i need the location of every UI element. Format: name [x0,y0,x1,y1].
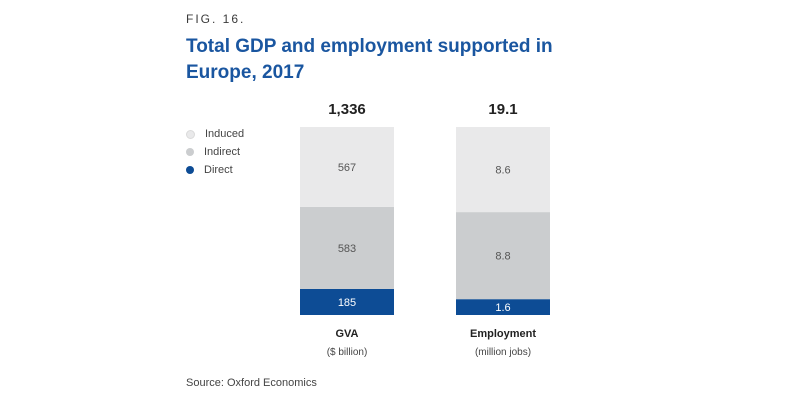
legend-label-induced: Induced [205,128,245,140]
bar-gva-indirect [300,206,394,289]
source-note: Source: Oxford Economics [186,377,317,389]
total-label-employment: 19.1 [488,101,517,118]
total-label-gva: 1,336 [328,101,366,118]
category-label-gva: GVA [335,328,358,340]
data-label-gva-direct: 185 [338,297,356,309]
data-label-employment-indirect: 8.8 [495,251,510,263]
legend-item-direct: Direct [186,161,244,179]
bar-employment-indirect [456,212,550,300]
legend-label-indirect: Indirect [204,146,241,158]
bar-employment-direct [456,299,550,315]
category-sublabel-employment: (million jobs) [475,347,531,358]
direct-dot-icon [186,166,194,174]
figure-label: FIG. 16. [186,12,246,26]
data-label-gva-induced: 567 [338,162,356,174]
legend: Induced Indirect Direct [186,125,244,179]
category-label-employment: Employment [470,328,536,340]
data-label-employment-induced: 8.6 [495,165,510,177]
bar-gva-induced [300,127,394,207]
induced-dot-icon [186,129,195,139]
data-label-gva-indirect: 583 [338,243,356,255]
category-sublabel-gva: ($ billion) [327,347,368,358]
chart-title: Total GDP and employment supported in Eu… [186,36,553,83]
legend-item-indirect: Indirect [186,143,244,161]
legend-label-direct: Direct [204,164,233,176]
bar-gva-direct [300,288,394,315]
bar-employment-induced [456,127,550,213]
indirect-dot-icon [186,148,194,156]
legend-item-induced: Induced [186,125,244,143]
data-label-employment-direct: 1.6 [495,302,510,314]
